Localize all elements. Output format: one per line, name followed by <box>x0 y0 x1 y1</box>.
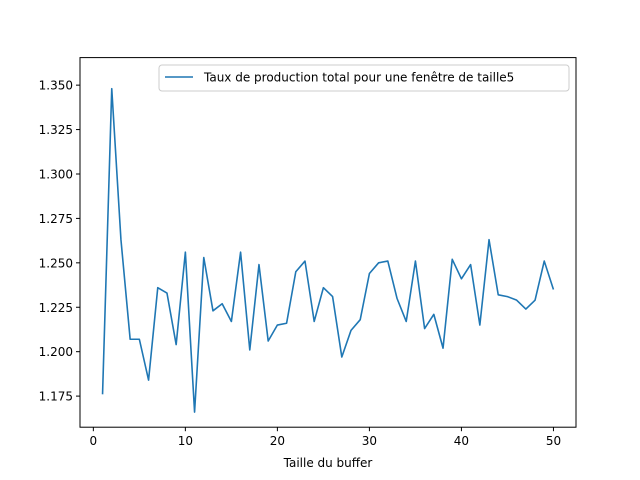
legend-box <box>158 64 570 92</box>
x-tick-label: 10 <box>178 434 193 448</box>
axis-ticks: 0 10 20 30 40 50 1.175 1.200 1.225 1.250 1.275 1.30… <box>39 79 561 449</box>
legend-label: Taux de production total pour une fenêtr… <box>203 71 514 85</box>
y-tick-label: 1.175 <box>39 390 73 404</box>
y-tick-label: 1.200 <box>39 345 73 359</box>
y-tick-label: 1.250 <box>39 256 73 270</box>
y-tick-label: 1.350 <box>39 79 73 93</box>
x-tick-label: 0 <box>90 434 98 448</box>
x-tick-label: 40 <box>454 434 469 448</box>
y-tick-label: 1.325 <box>39 123 73 137</box>
plot-area <box>101 87 555 413</box>
legend: Taux de production total pour une fenêtr… <box>158 64 570 92</box>
y-tick-label: 1.275 <box>39 212 73 226</box>
y-tick-label: 1.300 <box>39 167 73 181</box>
series-line-0 <box>101 87 555 413</box>
y-tick-label: 1.225 <box>39 301 73 315</box>
x-tick-label: 50 <box>546 434 561 448</box>
axes-frame <box>79 57 577 428</box>
x-axis-label: Taille du buffer <box>283 456 373 470</box>
x-tick-label: 30 <box>362 434 377 448</box>
x-tick-label: 20 <box>270 434 285 448</box>
